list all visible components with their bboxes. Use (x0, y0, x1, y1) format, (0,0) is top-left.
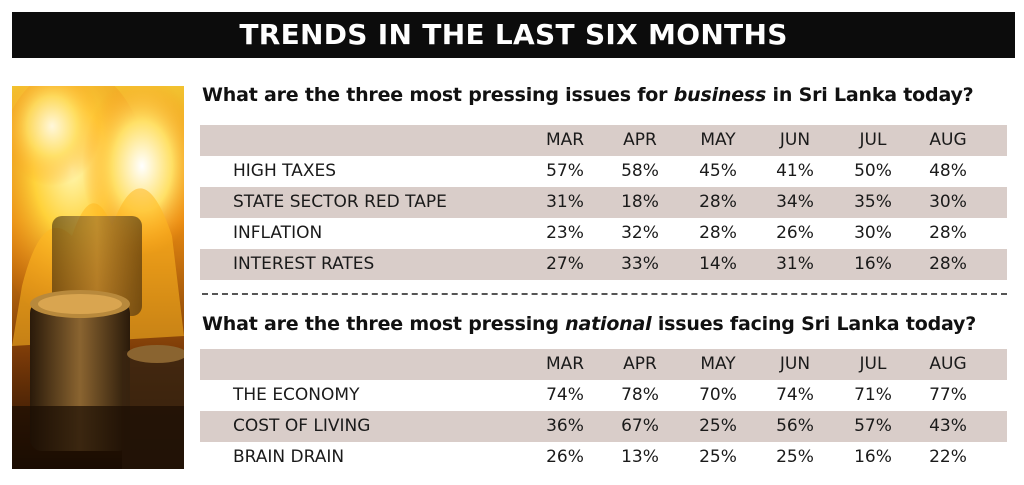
table-cell: 18% (621, 192, 659, 212)
table-header-row: MAR APR MAY JUN JUL AUG (200, 349, 1007, 380)
business-issues-table: MAR APR MAY JUN JUL AUG HIGH TAXES 57% 5… (200, 125, 1007, 280)
table-cell: 74% (546, 385, 584, 405)
section-divider (202, 293, 1007, 295)
table-cell: 30% (854, 223, 892, 243)
table-cell: 71% (854, 385, 892, 405)
table-cell: 26% (776, 223, 814, 243)
month-header: APR (623, 130, 657, 150)
table-cell: 78% (621, 385, 659, 405)
table-cell: 57% (854, 416, 892, 436)
table-cell: 45% (699, 161, 737, 181)
table-row: STATE SECTOR RED TAPE 31% 18% 28% 34% 35… (200, 187, 1007, 218)
issue-label: STATE SECTOR RED TAPE (233, 192, 447, 212)
issue-label: BRAIN DRAIN (233, 447, 345, 467)
month-header: MAR (545, 130, 585, 150)
business-question: What are the three most pressing issues … (202, 84, 974, 106)
table-cell: 16% (854, 447, 892, 467)
table-cell: 34% (776, 192, 814, 212)
table-row: THE ECONOMY 74% 78% 70% 74% 71% 77% (200, 380, 1007, 411)
issue-label: THE ECONOMY (233, 385, 360, 405)
month-header: MAR (545, 354, 585, 374)
table-cell: 13% (621, 447, 659, 467)
table-cell: 50% (854, 161, 892, 181)
month-header: JUN (779, 130, 811, 150)
table-cell: 28% (929, 254, 967, 274)
table-cell: 41% (776, 161, 814, 181)
table-cell: 74% (776, 385, 814, 405)
month-header: AUG (929, 130, 967, 150)
table-row: HIGH TAXES 57% 58% 45% 41% 50% 48% (200, 156, 1007, 187)
table-row: COST OF LIVING 36% 67% 25% 56% 57% 43% (200, 411, 1007, 442)
table-cell: 23% (546, 223, 584, 243)
issue-label: COST OF LIVING (233, 416, 371, 436)
month-header: JUL (859, 130, 887, 150)
table-cell: 56% (776, 416, 814, 436)
table-cell: 14% (699, 254, 737, 274)
table-header-row: MAR APR MAY JUN JUL AUG (200, 125, 1007, 156)
table-cell: 77% (929, 385, 967, 405)
table-cell: 28% (699, 223, 737, 243)
table-cell: 67% (621, 416, 659, 436)
burning-coins-image (12, 86, 184, 469)
month-header: JUL (859, 354, 887, 374)
page-title-banner: TRENDS IN THE LAST SIX MONTHS (12, 12, 1015, 58)
table-cell: 26% (546, 447, 584, 467)
month-header: MAY (700, 130, 736, 150)
table-cell: 28% (929, 223, 967, 243)
table-cell: 70% (699, 385, 737, 405)
issue-label: INFLATION (233, 223, 323, 243)
table-row: BRAIN DRAIN 26% 13% 25% 25% 16% 22% (200, 442, 1007, 473)
table-row: INTEREST RATES 27% 33% 14% 31% 16% 28% (200, 249, 1007, 280)
issue-label: HIGH TAXES (233, 161, 337, 181)
table-cell: 58% (621, 161, 659, 181)
table-cell: 30% (929, 192, 967, 212)
table-cell: 35% (854, 192, 892, 212)
table-cell: 32% (621, 223, 659, 243)
national-question: What are the three most pressing nationa… (202, 313, 977, 335)
issue-label: INTEREST RATES (233, 254, 375, 274)
table-cell: 48% (929, 161, 967, 181)
table-cell: 43% (929, 416, 967, 436)
table-cell: 28% (699, 192, 737, 212)
month-header: JUN (779, 354, 811, 374)
month-header: APR (623, 354, 657, 374)
table-cell: 16% (854, 254, 892, 274)
month-header: AUG (929, 354, 967, 374)
table-cell: 36% (546, 416, 584, 436)
table-cell: 22% (929, 447, 967, 467)
table-cell: 27% (546, 254, 584, 274)
national-issues-table: MAR APR MAY JUN JUL AUG THE ECONOMY 74% … (200, 349, 1007, 473)
table-cell: 31% (546, 192, 584, 212)
table-cell: 31% (776, 254, 814, 274)
table-cell: 25% (699, 447, 737, 467)
table-cell: 25% (699, 416, 737, 436)
table-cell: 25% (776, 447, 814, 467)
table-cell: 57% (546, 161, 584, 181)
table-row: INFLATION 23% 32% 28% 26% 30% 28% (200, 218, 1007, 249)
table-cell: 33% (621, 254, 659, 274)
month-header: MAY (700, 354, 736, 374)
